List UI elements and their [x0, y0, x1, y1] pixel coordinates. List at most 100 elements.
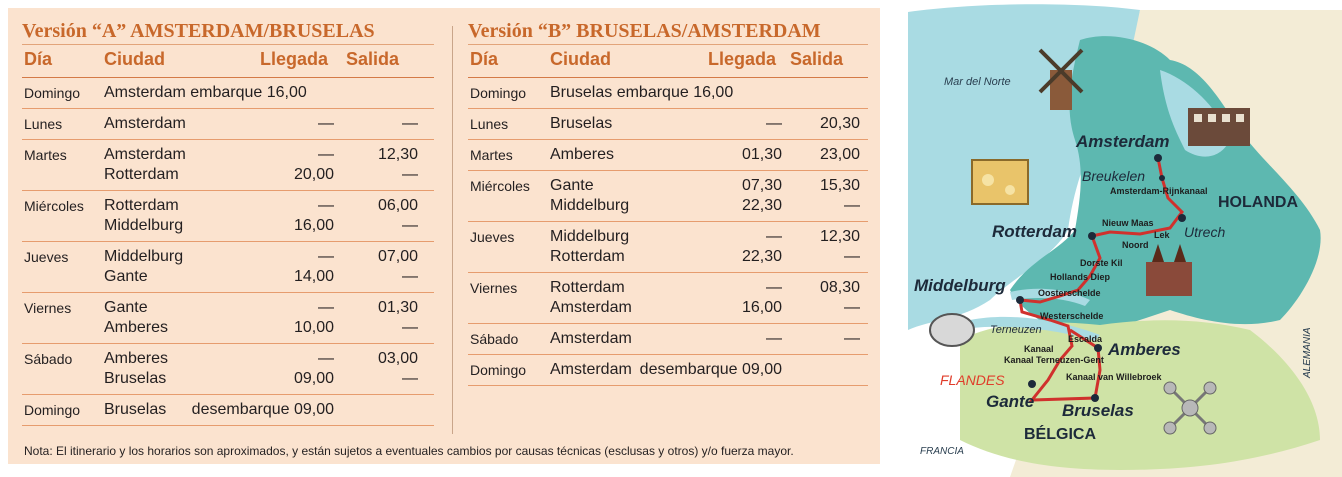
table-row: Sábado Amberes Bruselas — 09,00 03,00 —: [22, 344, 434, 395]
cell-ciudad: Bruselas: [550, 115, 613, 132]
itinerary-panel: Versión “A” AMSTERDAM/BRUSELAS Día Ciuda…: [8, 8, 880, 464]
label-hollands-diep: Hollands Diep: [1050, 272, 1111, 282]
sea-label: Mar del Norte: [944, 76, 1011, 88]
label-flandes: FLANDES: [940, 372, 1005, 388]
cell-dia: Sábado: [24, 351, 73, 367]
label-rotterdam: Rotterdam: [992, 222, 1078, 241]
dot-gante: [1028, 380, 1036, 388]
header-salida: Salida: [790, 49, 844, 69]
cell-salida: 07,00: [377, 248, 418, 265]
cell-salida: 23,00: [819, 146, 860, 163]
canal-houses-icon: [1188, 108, 1250, 146]
label-belgica: BÉLGICA: [1024, 426, 1096, 443]
dot-breukelen: [1159, 175, 1165, 181]
label-alemania: ALEMANIA: [1302, 327, 1313, 378]
atomium-icon: [1163, 381, 1217, 435]
cell-salida: —: [844, 197, 860, 214]
label-amberes: Amberes: [1108, 340, 1181, 359]
cruise-route: [1018, 157, 1184, 402]
header-ciudad: Ciudad: [104, 49, 165, 69]
version-b-table: Versión “B” BRUSELAS/AMSTERDAM Día Ciuda…: [468, 18, 868, 386]
table-row: Jueves Middelburg Rotterdam — 22,30 12,30 —: [468, 222, 868, 273]
version-b-header: Día Ciudad Llegada Salida: [468, 45, 868, 78]
label-escalda: Escalda: [1068, 334, 1103, 344]
cell-ciudad: Middelburg: [550, 197, 630, 214]
cell-llegada: 10,00: [293, 319, 334, 336]
dot-amberes: [1094, 344, 1102, 352]
dot-utrech: [1178, 214, 1186, 222]
belgium-area: [960, 320, 1320, 470]
cell-llegada: 01,30: [741, 146, 782, 163]
dot-middelburg: [1016, 296, 1024, 304]
cell-ciudad: Middelburg: [550, 228, 630, 245]
cell-llegada: —: [318, 350, 334, 367]
label-bruselas: Bruselas: [1062, 401, 1134, 420]
cell-dia: Martes: [24, 147, 67, 163]
cell-llegada: —: [318, 197, 334, 214]
version-a-rows: Domingo Amsterdam embarque 16,00 Lunes Amst…: [22, 78, 434, 426]
table-row: Martes Amsterdam Rotterdam — 20,00 12,30 —: [22, 140, 434, 191]
cell-ciudad: Amsterdam: [550, 299, 632, 316]
cell-ciudad: Amsterdam embarque 16,00: [104, 84, 307, 101]
cell-llegada: 14,00: [293, 268, 334, 285]
cell-llegada: 20,00: [293, 166, 334, 183]
cell-dia: Martes: [470, 147, 513, 163]
cell-dia: Miércoles: [470, 178, 530, 194]
label-nieuw-maas: Nieuw Maas: [1102, 218, 1154, 228]
cell-dia: Domingo: [24, 85, 81, 101]
cell-llegada: desembarque 09,00: [639, 361, 782, 378]
cell-dia: Lunes: [470, 116, 509, 132]
label-kanaal-terneuzen-gent: Kanaal Terneuzen-Gent: [1004, 355, 1104, 365]
cell-llegada: 07,30: [741, 177, 782, 194]
cell-dia: Lunes: [24, 116, 63, 132]
cell-salida: 15,30: [819, 177, 860, 194]
cell-llegada: —: [318, 248, 334, 265]
cell-llegada: 16,00: [741, 299, 782, 316]
cell-ciudad: Amsterdam: [104, 146, 186, 163]
label-oosterschelde: Oosterschelde: [1038, 288, 1101, 298]
cell-salida: —: [402, 268, 418, 285]
windmill-icon: [1038, 48, 1084, 110]
header-ciudad: Ciudad: [550, 49, 611, 69]
version-a-header: Día Ciudad Llegada Salida: [22, 45, 434, 78]
label-utrech: Utrech: [1184, 224, 1226, 240]
cell-dia: Domingo: [24, 402, 81, 418]
cell-llegada: —: [318, 115, 334, 132]
label-middelburg: Middelburg: [914, 276, 1006, 295]
table-row: Miércoles Rotterdam Middelburg — 16,00 06,00 —: [22, 191, 434, 242]
cell-llegada: desembarque 09,00: [191, 401, 334, 418]
cell-dia: Domingo: [470, 362, 527, 378]
table-row: Viernes Rotterdam Amsterdam — 16,00 08,30 —: [468, 273, 868, 324]
label-francia: FRANCIA: [920, 446, 964, 457]
label-kanaal: Kanaal: [1024, 344, 1054, 354]
column-divider: [452, 26, 453, 434]
table-row: Viernes Gante Amberes — 10,00 01,30 —: [22, 293, 434, 344]
cell-ciudad: Rotterdam: [104, 197, 179, 214]
table-row: Martes Amberes 01,30 23,00: [468, 140, 868, 171]
cell-ciudad: Amsterdam: [550, 361, 632, 378]
cell-salida: 12,30: [819, 228, 860, 245]
cell-ciudad: Amberes: [104, 350, 169, 367]
map-graphic: [900, 0, 1342, 477]
cell-salida: 08,30: [819, 279, 860, 296]
label-noord: Noord: [1122, 240, 1149, 250]
cell-salida: —: [402, 319, 418, 336]
table-row: Domingo Amsterdam embarque 16,00: [22, 78, 434, 109]
cell-llegada: —: [766, 115, 782, 132]
version-a-title: Versión “A” AMSTERDAM/BRUSELAS: [22, 18, 434, 45]
version-b-title: Versión “B” BRUSELAS/AMSTERDAM: [468, 18, 868, 45]
cell-ciudad: Bruselas: [104, 401, 167, 418]
cheese-icon: [971, 159, 1029, 205]
cell-llegada: —: [318, 299, 334, 316]
header-dia: Día: [24, 49, 53, 69]
cell-ciudad: Amsterdam: [550, 330, 632, 347]
cell-salida: 03,00: [377, 350, 418, 367]
label-amsterdam-rijnkanaal: Amsterdam-Rijnkanaal: [1110, 186, 1208, 196]
label-westerschelde: Westerschelde: [1040, 311, 1104, 321]
cell-llegada: 22,30: [741, 248, 782, 265]
cell-ciudad: Gante: [550, 177, 594, 194]
cell-salida: —: [844, 330, 860, 347]
table-row: Domingo Bruselas desembarque 09,00: [22, 395, 434, 426]
cell-salida: —: [844, 299, 860, 316]
cell-ciudad: Amberes: [104, 319, 169, 336]
